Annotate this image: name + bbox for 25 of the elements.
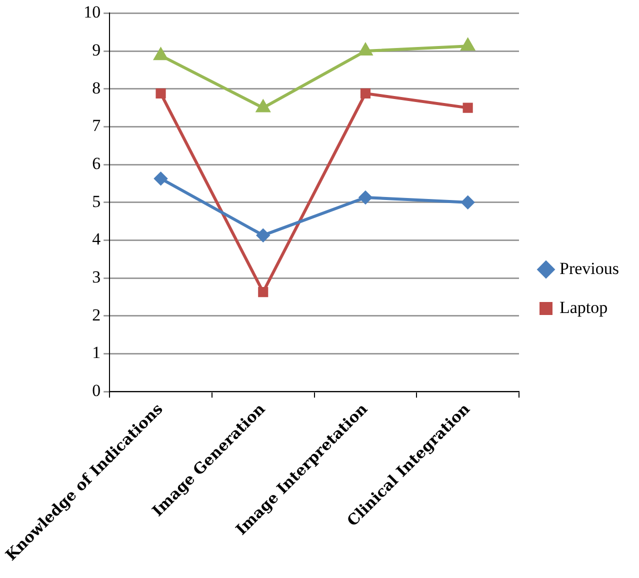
y-tick-label: 2 <box>92 305 101 324</box>
y-tick-label: 9 <box>92 40 101 60</box>
point <box>256 100 270 112</box>
y-tick-label: 10 <box>84 2 101 22</box>
y-tick-label: 5 <box>92 192 101 211</box>
y-tick-label: 6 <box>92 154 101 174</box>
point <box>461 196 474 209</box>
y-tick-label: 7 <box>92 116 102 136</box>
y-tick-label: 1 <box>92 343 101 362</box>
y-tick-label: 8 <box>92 78 101 98</box>
point <box>360 88 371 98</box>
point <box>462 102 473 113</box>
y-tick-label: 0 <box>92 381 101 400</box>
point <box>258 287 268 298</box>
y-tick-label: 3 <box>92 268 101 287</box>
point <box>358 190 372 204</box>
point <box>156 88 166 98</box>
legend-label: Laptop <box>560 298 608 317</box>
point <box>154 172 168 186</box>
point <box>358 44 372 56</box>
legend-label: Previous <box>560 258 619 278</box>
point <box>461 38 475 51</box>
y-tick-label: 4 <box>92 230 102 249</box>
point <box>154 48 168 60</box>
point <box>256 228 270 242</box>
